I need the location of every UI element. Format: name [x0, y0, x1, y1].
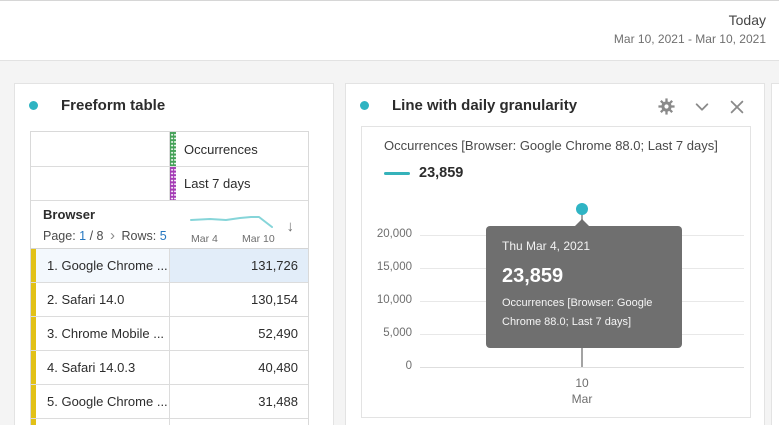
page-number-link[interactable]: 1: [79, 229, 87, 243]
freeform-table-panel: Freeform table Occurrences Last 7 days B: [14, 83, 334, 425]
row-value-cell[interactable]: 131,726: [170, 249, 308, 282]
panel-title: Freeform table: [61, 97, 166, 114]
table-row: 1. Google Chrome ... 131,726: [31, 249, 308, 283]
legend-value: 23,859: [419, 165, 464, 181]
panel-title: Line with daily granularity: [392, 97, 578, 114]
row-value-cell[interactable]: 40,480: [258, 360, 298, 375]
header-spacer-cell: [31, 167, 170, 200]
tooltip-description: Occurrences [Browser: Google Chrome 88.0…: [502, 297, 653, 328]
row-dimension-cell[interactable]: 3. Chrome Mobile ...: [31, 317, 170, 350]
row-value-cell[interactable]: 31,488: [258, 394, 298, 409]
rows-count-link[interactable]: 5: [159, 229, 167, 243]
collapse-chevron-icon[interactable]: [692, 97, 711, 116]
row-dimension-cell[interactable]: 2. Safari 14.0: [31, 283, 170, 316]
y-axis-tick: 20,000: [376, 228, 412, 240]
y-axis-tick: 10,000: [376, 294, 412, 306]
row-dimension-cell[interactable]: 5. Google Chrome ...: [31, 385, 170, 418]
table-row: 5. Google Chrome ... 31,488: [31, 385, 308, 419]
line-chart: Occurrences [Browser: Google Chrome 88.0…: [361, 126, 751, 418]
tooltip-value: 23,859: [502, 265, 564, 287]
freeform-table: Occurrences Last 7 days Browser Page: 1 …: [30, 131, 309, 425]
row-value-cell[interactable]: 52,490: [258, 326, 298, 341]
next-panel-edge: [771, 83, 779, 425]
chart-tooltip: Thu Mar 4, 2021 23,859 Occurrences [Brow…: [486, 219, 682, 348]
segment-drag-handle[interactable]: [170, 167, 176, 200]
legend-label: Occurrences [Browser: Google Chrome 88.0…: [384, 138, 718, 153]
table-row: 4. Safari 14.0.3 40,480: [31, 351, 308, 385]
header-spacer-cell: [31, 132, 170, 166]
date-range-header: Today Mar 10, 2021 - Mar 10, 2021: [0, 0, 779, 61]
y-axis-tick: 5,000: [383, 327, 412, 339]
panel-color-dot: [360, 101, 369, 110]
y-axis-tick: 0: [405, 360, 412, 372]
settings-gear-icon[interactable]: [657, 97, 676, 116]
segment-label: Last 7 days: [184, 176, 251, 191]
sparkline: [190, 216, 273, 228]
panel-color-dot: [29, 101, 38, 110]
panel-actions: [657, 97, 746, 116]
y-axis-tick: 15,000: [376, 261, 412, 273]
row-value-cell: [170, 419, 308, 425]
row-dimension-cell: [31, 419, 170, 425]
segment-header-row: Last 7 days: [31, 167, 308, 201]
legend-line-swatch[interactable]: [384, 172, 410, 175]
page-total-label: / 8: [89, 229, 104, 243]
table-row-partial: [31, 419, 308, 425]
date-range-dates[interactable]: Mar 10, 2021 - Mar 10, 2021: [613, 32, 766, 46]
data-point-marker[interactable]: [576, 203, 588, 215]
x-axis-tick-day: 10: [575, 376, 589, 390]
tooltip-date: Thu Mar 4, 2021: [502, 239, 591, 253]
pagination-controls: Page: 1 / 8 › Rows: 5: [43, 227, 167, 244]
rows-prefix-label: Rows:: [121, 229, 157, 243]
segment-last7days-cell[interactable]: Last 7 days: [170, 167, 308, 200]
table-row: 3. Chrome Mobile ... 52,490: [31, 317, 308, 351]
page-prefix-label: Page:: [43, 229, 76, 243]
dimension-header-row: Browser Page: 1 / 8 › Rows: 5 Mar 4 Mar …: [31, 201, 308, 249]
metric-label: Occurrences: [184, 141, 258, 157]
line-chart-panel: Line with daily granularity: [345, 83, 765, 425]
row-dimension-cell[interactable]: 4. Safari 14.0.3: [31, 351, 170, 384]
x-axis-line: [420, 367, 744, 368]
next-page-icon[interactable]: ›: [109, 227, 115, 244]
sparkline-end-label: Mar 10: [242, 233, 275, 245]
metric-header-row: Occurrences: [31, 132, 308, 167]
sort-descending-icon[interactable]: ↓: [286, 218, 295, 235]
sparkline-start-label: Mar 4: [191, 233, 218, 245]
metric-drag-handle[interactable]: [170, 132, 176, 166]
date-range-label[interactable]: Today: [728, 12, 766, 28]
close-icon[interactable]: [727, 97, 746, 116]
table-row: 2. Safari 14.0 130,154: [31, 283, 308, 317]
row-dimension-cell[interactable]: 1. Google Chrome ...: [31, 249, 170, 282]
x-axis-tick-month: Mar: [571, 392, 593, 406]
row-value-cell[interactable]: 130,154: [251, 292, 298, 307]
metric-occurrences-cell[interactable]: Occurrences: [170, 132, 308, 166]
dimension-name[interactable]: Browser: [43, 207, 96, 222]
